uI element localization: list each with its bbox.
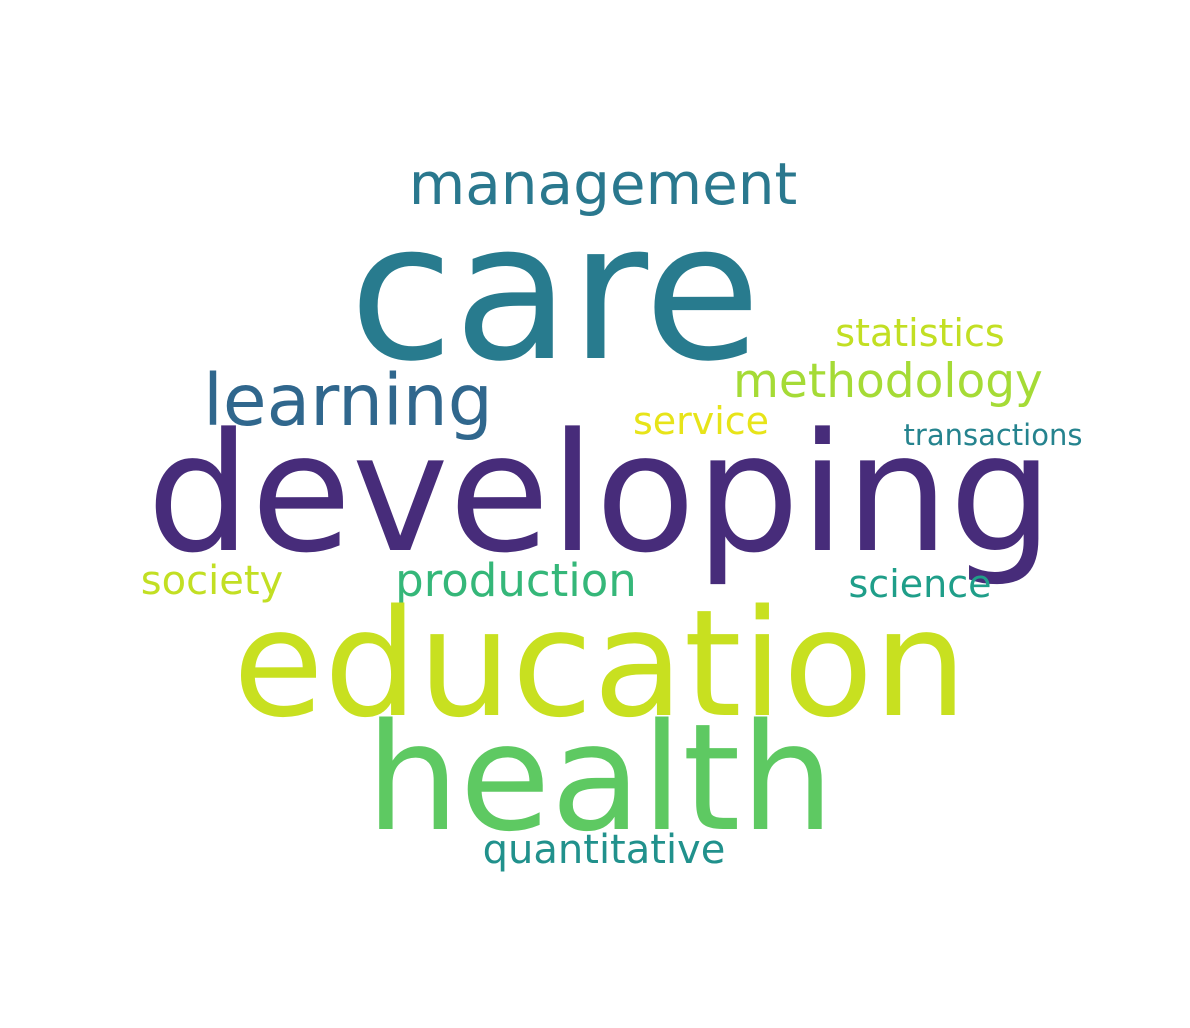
word-care: care	[349, 182, 761, 403]
word-methodology: methodology	[733, 354, 1043, 409]
word-management: management	[409, 150, 798, 218]
word-society: society	[141, 558, 283, 604]
word-transactions: transactions	[904, 418, 1083, 452]
word-education: education	[233, 578, 967, 750]
word-developing: developing	[147, 398, 1054, 589]
word-service: service	[633, 399, 769, 443]
word-production: production	[395, 554, 637, 607]
word-statistics: statistics	[835, 311, 1004, 355]
word-science: science	[849, 562, 992, 606]
word-health: health	[366, 692, 835, 864]
word-learning: learning	[203, 359, 493, 442]
word-quantitative: quantitative	[483, 827, 726, 873]
